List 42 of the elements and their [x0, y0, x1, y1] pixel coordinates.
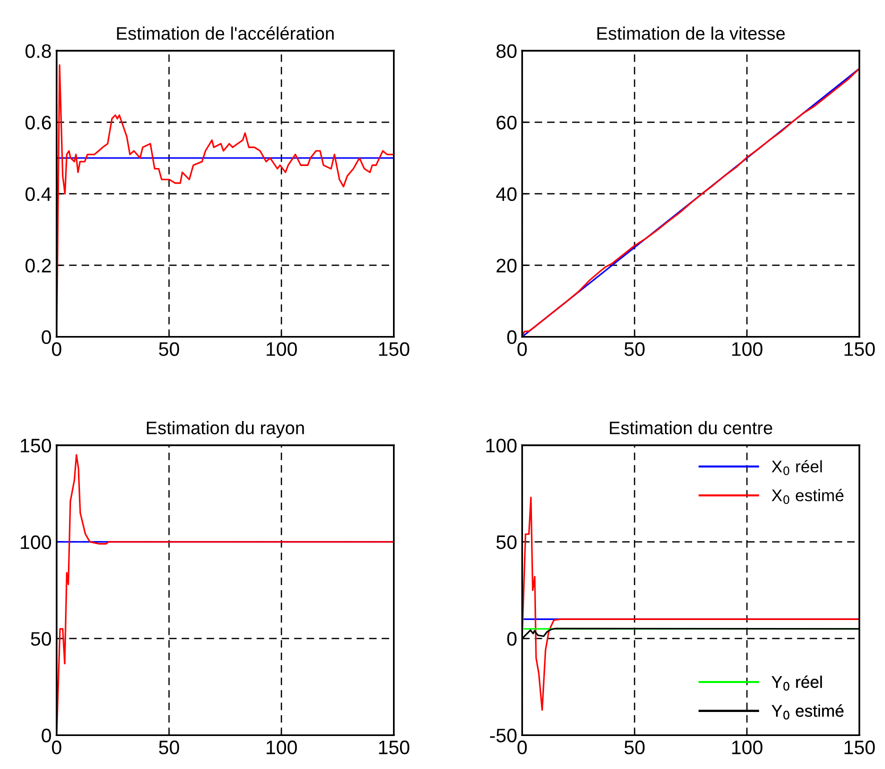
y-tick-label: 150: [20, 438, 52, 452]
x-tick-label: 50: [624, 740, 645, 754]
y-tick-label: 0: [507, 632, 517, 646]
chart-title: Estimation de l'accélération: [117, 26, 334, 40]
y-tick-label: 0.6: [26, 116, 51, 130]
chart-title: Estimation du centre: [610, 421, 772, 434]
x-tick-label: 100: [266, 740, 297, 754]
x-tick-label: 150: [844, 740, 875, 754]
x-tick-label: 150: [379, 740, 410, 754]
y-tick-label: 80: [496, 44, 517, 58]
y-tick-label: 50: [496, 535, 517, 550]
y-tick-label: 0: [507, 330, 517, 344]
y-tick-label: 0.2: [26, 258, 51, 273]
y-tick-label: 0.4: [26, 187, 52, 202]
y-tick-label: 50: [30, 632, 52, 646]
y-tick-label: 100: [486, 438, 517, 452]
x-tick-label: 50: [159, 740, 180, 754]
legend-label: X$_{0}$ estimé: [772, 488, 844, 504]
legend-label: X$_{0}$ réel: [772, 460, 822, 476]
x-tick-label: 0: [518, 740, 527, 754]
legend-label: Y$_{0}$ réel: [772, 676, 822, 691]
x-tick-label: 0: [52, 342, 62, 356]
legend-label: Y$_{0}$ estimé: [772, 704, 844, 720]
y-tick-label: 60: [496, 116, 517, 130]
chart-title: Estimation du rayon: [146, 421, 304, 438]
x-tick-label: 0: [518, 342, 527, 356]
x-tick-label: 0: [52, 740, 62, 754]
y-tick-label: 40: [496, 187, 517, 202]
y-tick-label: 100: [20, 535, 52, 550]
y-tick-label: -50: [490, 728, 517, 742]
x-tick-label: 100: [732, 342, 762, 356]
x-tick-label: 50: [624, 342, 645, 356]
x-tick-label: 150: [379, 342, 410, 356]
y-tick-label: 0.8: [26, 44, 51, 58]
x-tick-label: 150: [844, 342, 875, 356]
x-tick-label: 50: [159, 342, 180, 356]
y-tick-label: 20: [496, 258, 517, 273]
chart-title: Estimation de la vitesse: [597, 26, 785, 40]
y-tick-label: 0: [42, 728, 52, 742]
x-tick-label: 100: [732, 740, 762, 754]
x-tick-label: 100: [266, 342, 297, 356]
y-tick-label: 0: [42, 330, 52, 344]
